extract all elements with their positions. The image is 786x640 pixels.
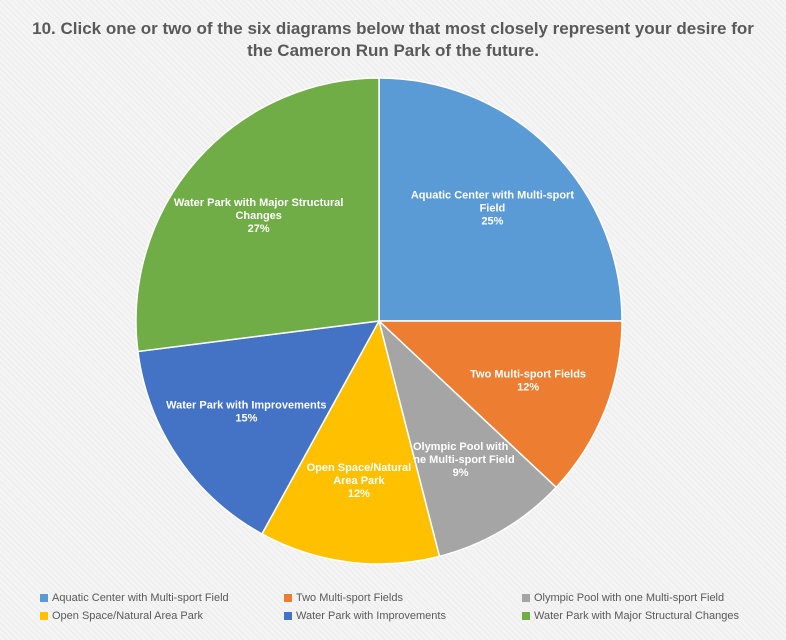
legend-item-4: Water Park with Improvements <box>284 610 522 622</box>
data-label-2: Olympic Pool with one Multi-sport Field 9% <box>407 441 515 479</box>
pie-slice-1 <box>377 320 623 489</box>
chart-legend: Aquatic Center with Multi-sport Field Two… <box>40 592 760 622</box>
pie-slice-4 <box>137 320 381 535</box>
legend-swatch-0 <box>40 594 48 602</box>
pie-slice-5 <box>135 77 380 353</box>
pie-slice-2 <box>377 318 558 558</box>
legend-label-1: Two Multi-sport Fields <box>296 592 403 604</box>
legend-item-0: Aquatic Center with Multi-sport Field <box>40 592 284 604</box>
legend-label-2: Olympic Pool with one Multi-sport Field <box>534 592 725 604</box>
legend-swatch-3 <box>40 612 48 620</box>
legend-label-4: Water Park with Improvements <box>296 610 446 622</box>
data-label-0: Aquatic Center with Multi-sport Field 25% <box>411 190 575 228</box>
legend-label-5: Water Park with Major Structural Changes <box>534 610 739 622</box>
chart-title-line-2: the Cameron Run Park of the future. <box>247 41 539 60</box>
data-label-5: Water Park with Major Structural Changes 2… <box>174 197 344 235</box>
legend-item-2: Olympic Pool with one Multi-sport Field <box>522 592 760 604</box>
legend-swatch-4 <box>284 612 292 620</box>
legend-swatch-2 <box>522 594 530 602</box>
legend-label-3: Open Space/Natural Area Park <box>52 610 204 622</box>
pie-slice-3 <box>260 318 441 565</box>
legend-item-3: Open Space/Natural Area Park <box>40 610 284 622</box>
data-label-3: Open Space/Natural Area Park 12% <box>307 462 412 500</box>
legend-swatch-1 <box>284 594 292 602</box>
data-label-4: Water Park with Improvements 15% <box>166 400 326 425</box>
legend-item-5: Water Park with Major Structural Changes <box>522 610 760 622</box>
legend-swatch-5 <box>522 612 530 620</box>
pie-slice-0 <box>378 77 623 322</box>
legend-label-0: Aquatic Center with Multi-sport Field <box>52 592 229 604</box>
legend-item-1: Two Multi-sport Fields <box>284 592 522 604</box>
chart-title-line-1: 10. Click one or two of the six diagrams… <box>32 19 754 38</box>
data-label-1: Two Multi-sport Fields 12% <box>470 369 586 394</box>
chart-title: 10. Click one or two of the six diagrams… <box>20 18 766 62</box>
